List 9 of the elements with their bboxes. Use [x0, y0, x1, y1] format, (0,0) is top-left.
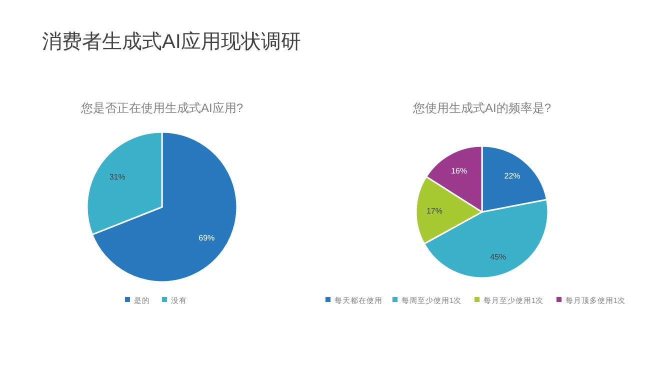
data-label: 22% — [504, 171, 520, 180]
chart-title: 您是否正在使用生成式AI应用? — [80, 101, 244, 115]
text: 消费者生成式AI应用现状调研 — [42, 31, 301, 53]
data-label: 31% — [109, 172, 126, 182]
data-label: 69% — [198, 233, 215, 242]
data-label: 17% — [426, 206, 443, 216]
data-label: 16% — [451, 166, 468, 176]
data-label: 45% — [490, 252, 506, 262]
chart-title: 您使用生成式AI的频率是? — [412, 101, 552, 115]
